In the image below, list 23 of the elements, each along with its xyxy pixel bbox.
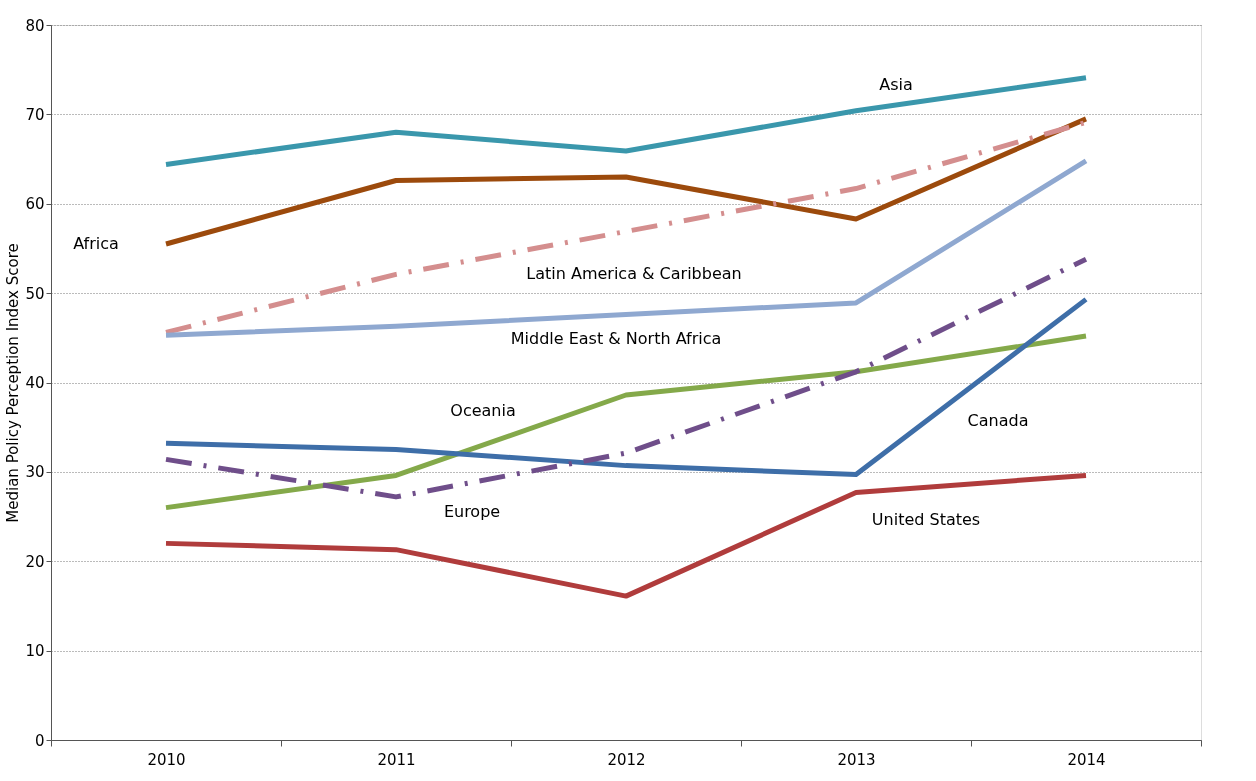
y-tick-label: 10 xyxy=(25,642,45,661)
y-tick-label: 40 xyxy=(25,374,45,392)
y-tick-label: 20 xyxy=(25,552,45,571)
text: Africa xyxy=(73,233,119,253)
y-tick-label: 60 xyxy=(25,195,45,214)
y-axis-title: Median Policy Perception Index Score xyxy=(4,243,23,523)
y-tick-label: 70 xyxy=(25,105,45,124)
x-tick-label: 2014 xyxy=(1067,750,1106,769)
x-tick-label: 2011 xyxy=(377,750,416,769)
y-tick-label: 0 xyxy=(34,731,45,750)
y-tick-label: 80 xyxy=(25,16,45,35)
series-label: Latin America & Caribbean xyxy=(526,264,742,284)
series-label: Europe xyxy=(443,501,501,521)
y-tick-label: 50 xyxy=(25,284,45,303)
x-tick-label: 2013 xyxy=(837,750,876,769)
series-label: Canada xyxy=(967,410,1029,430)
y-tick-label: 30 xyxy=(25,463,45,482)
series-label: Middle East & North Africa xyxy=(510,328,722,348)
series-label: Oceania xyxy=(450,401,516,421)
x-tick-label: 2012 xyxy=(607,750,646,769)
x-tick-label: 2010 xyxy=(147,750,186,769)
series-label: United States xyxy=(871,510,981,530)
series-label: Asia xyxy=(879,74,913,94)
